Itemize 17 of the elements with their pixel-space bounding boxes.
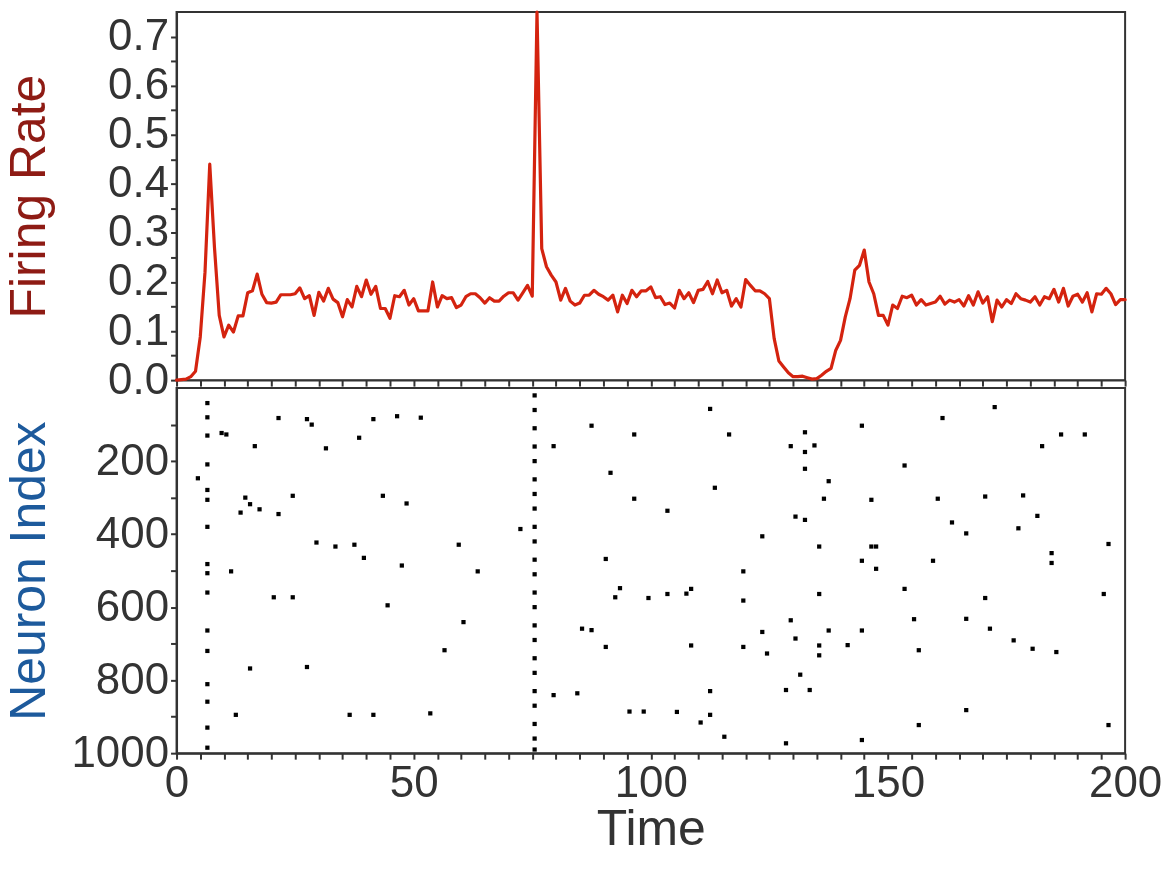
x-tick-label: 50 <box>389 756 439 806</box>
y-tick-label: 0.3 <box>108 206 170 256</box>
y-tick-label: 0.6 <box>108 59 170 109</box>
y-tick-label: 400 <box>95 507 170 557</box>
y-tick-label: 0.5 <box>108 108 170 158</box>
y-tick-label: 0.0 <box>108 353 170 403</box>
y-tick-label: 800 <box>95 653 170 703</box>
x-tick-label: 200 <box>1089 756 1163 806</box>
y-tick-label: 0.1 <box>108 304 170 354</box>
y-axis-title: Firing Rate <box>0 74 57 319</box>
y-axis-title: Neuron Index <box>0 421 57 721</box>
y-tick-label: 0.2 <box>108 255 170 305</box>
y-tick-label: 200 <box>95 434 170 484</box>
y-tick-label: 600 <box>95 580 170 630</box>
y-tick-label: 0.4 <box>108 157 170 207</box>
y-tick-label: 0.7 <box>108 10 170 60</box>
x-tick-label: 150 <box>851 756 926 806</box>
